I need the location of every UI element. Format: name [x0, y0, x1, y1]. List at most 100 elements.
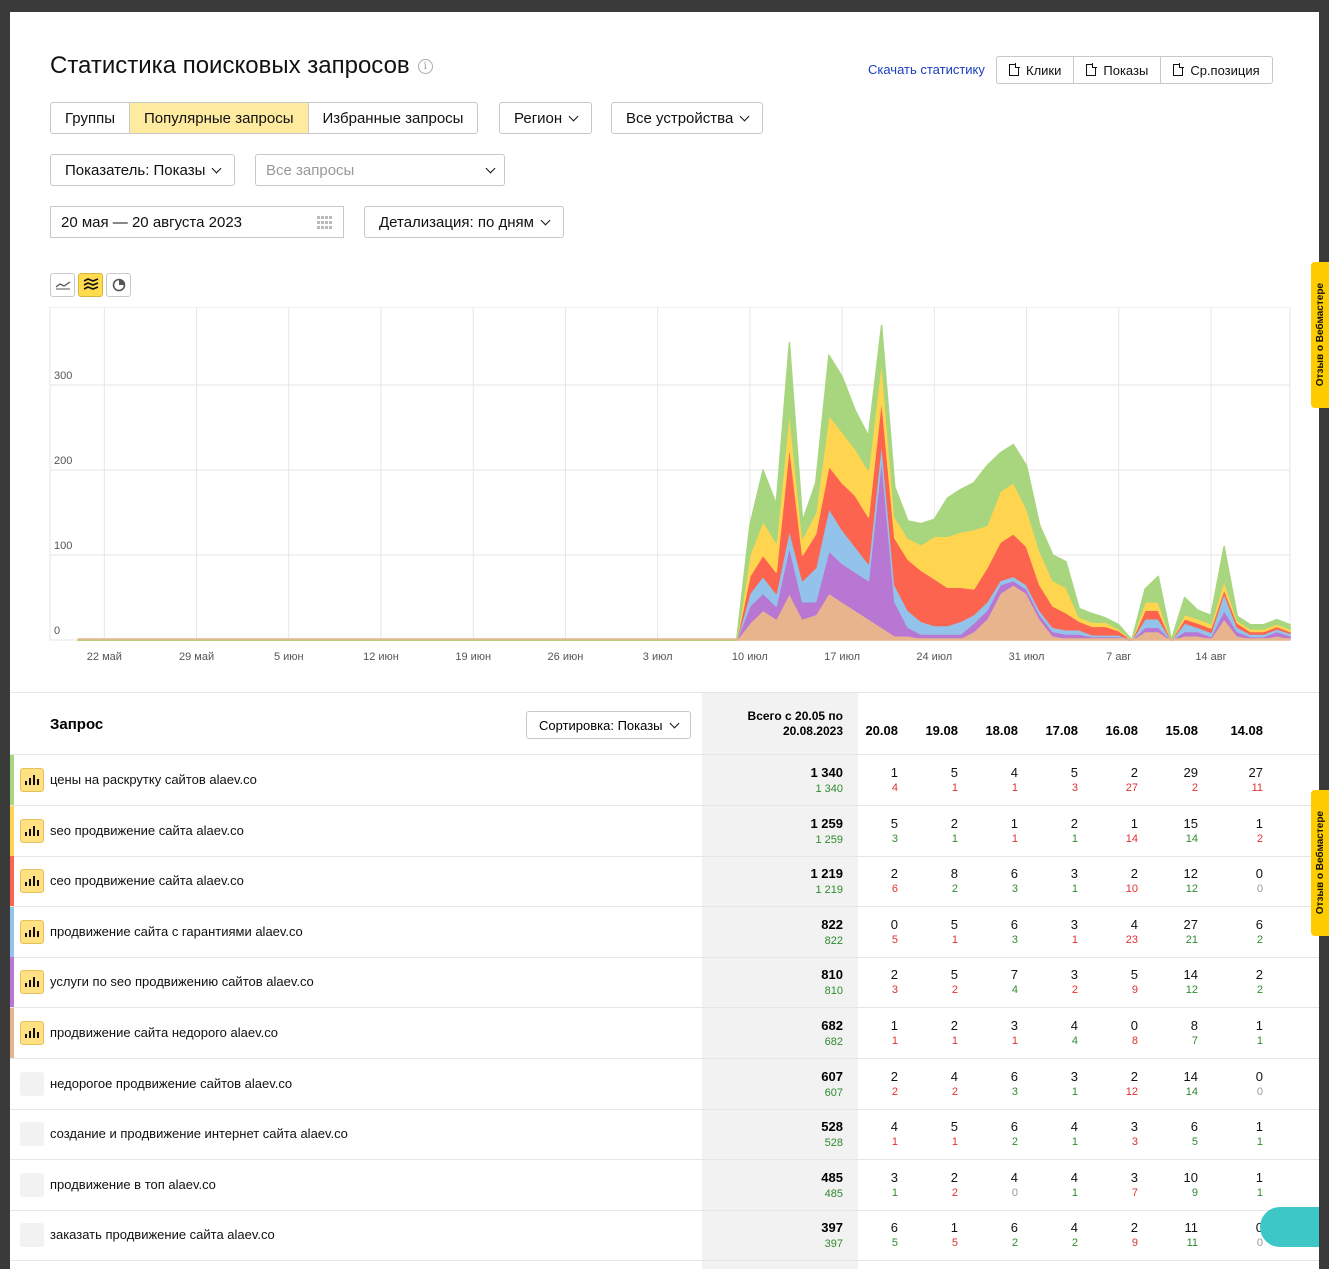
- pie-chart-view-button[interactable]: [106, 273, 131, 297]
- download-clicks-button[interactable]: Клики: [997, 57, 1075, 83]
- day-value: 1: [890, 1018, 898, 1033]
- day-value: 0: [890, 916, 898, 932]
- chart-toggle-icon[interactable]: [20, 1071, 44, 1096]
- chart-toggle-icon[interactable]: [20, 1172, 44, 1197]
- day-sub-value: 1: [1071, 1136, 1078, 1149]
- feedback-tab[interactable]: Отзыв о Вебмастере: [1311, 262, 1329, 408]
- total-sub-value: 822: [824, 934, 843, 947]
- chart-toggle-icon[interactable]: [20, 818, 44, 843]
- day-value: 7: [1010, 967, 1018, 983]
- series-color-marker: [10, 856, 14, 907]
- day-value: 4: [1010, 1169, 1018, 1185]
- day-value: 2: [1130, 1220, 1138, 1236]
- download-shows-button[interactable]: Показы: [1074, 57, 1162, 83]
- download-buttons: Клики Показы Ср.позиция: [996, 56, 1273, 84]
- total-value: 485: [821, 1169, 843, 1185]
- query-text[interactable]: недорогое продвижение сайтов alaev.co: [50, 1075, 293, 1091]
- column-header-total: Всего с 20.05 по 20.08.2023: [747, 709, 843, 738]
- day-value: 8: [1190, 1018, 1198, 1033]
- feedback-tab[interactable]: Отзыв о Вебмастере: [1311, 790, 1329, 936]
- devices-dropdown[interactable]: Все устройства: [611, 102, 764, 134]
- area-series-3[interactable]: [77, 397, 1291, 641]
- header-divider: [10, 754, 1319, 755]
- day-sub-value: 1: [891, 1186, 898, 1199]
- tab-favorite-queries[interactable]: Избранные запросы: [322, 109, 464, 127]
- query-text[interactable]: продвижение сайта недорого alaev.co: [50, 1025, 278, 1040]
- region-dropdown[interactable]: Регион: [499, 102, 593, 134]
- day-sub-value: 12: [1125, 1085, 1138, 1098]
- total-sub-value: 528: [824, 1137, 843, 1150]
- tab-groups[interactable]: Группы: [51, 103, 130, 133]
- column-header-date: 19.08: [925, 723, 958, 738]
- download-position-button[interactable]: Ср.позиция: [1161, 57, 1271, 83]
- chevron-down-icon: [485, 163, 496, 173]
- info-icon[interactable]: i: [417, 58, 433, 74]
- query-text[interactable]: сео продвижение сайта alaev.co: [50, 873, 244, 889]
- chart-toggle-icon[interactable]: [20, 1122, 44, 1147]
- queries-filter-dropdown[interactable]: Все запросы: [255, 154, 505, 186]
- indicator-dropdown[interactable]: Показатель: Показы: [50, 154, 236, 186]
- day-value: 29: [1183, 765, 1198, 780]
- query-text[interactable]: заказать продвижение сайта alaev.co: [50, 1227, 275, 1243]
- total-value: 528: [821, 1119, 843, 1135]
- day-sub-value: 3: [891, 984, 898, 997]
- day-sub-value: 14: [1125, 832, 1138, 845]
- day-sub-value: 3: [1011, 933, 1018, 946]
- date-range-input[interactable]: 20 мая — 20 августа 2023: [50, 206, 344, 238]
- download-stats-link[interactable]: Скачать статистику: [868, 62, 985, 77]
- day-sub-value: 1: [1011, 832, 1018, 845]
- chart-toggle-icon[interactable]: [20, 919, 44, 944]
- day-sub-value: 10: [1125, 883, 1138, 896]
- day-sub-value: 12: [1185, 883, 1198, 896]
- query-text[interactable]: создание и продвижение интернет сайта al…: [50, 1126, 348, 1142]
- area-series-1[interactable]: [77, 456, 1291, 641]
- chart-toggle-icon[interactable]: [20, 1223, 44, 1248]
- table-row[interactable]: недорогое продвижение сайтов alaev.co 607…: [10, 1059, 1319, 1110]
- query-text[interactable]: seo продвижение сайта alaev.co: [50, 822, 244, 838]
- query-text[interactable]: продвижение сайта с гарантиями alaev.co: [50, 923, 303, 939]
- x-tick-label: 17 июл: [824, 651, 860, 663]
- day-sub-value: 2: [951, 984, 958, 997]
- day-value: 3: [1130, 1169, 1138, 1185]
- day-value: 2: [1130, 866, 1138, 882]
- area-series-5[interactable]: [77, 324, 1291, 641]
- table-row[interactable]: продвижение сайта с гарантиями alaev.co 8…: [10, 906, 1319, 958]
- day-value: 8: [950, 866, 958, 882]
- chevron-down-icon: [568, 111, 579, 121]
- query-text[interactable]: услуги по seo продвижению сайтов alaev.c…: [50, 974, 314, 990]
- stacked-area-view-button[interactable]: [78, 273, 103, 297]
- query-text[interactable]: продвижение в топ alaev.co: [50, 1176, 216, 1192]
- detail-dropdown[interactable]: Детализация: по дням: [364, 206, 564, 238]
- table-row[interactable]: сео продвижение сайта alaev.co 1 219 1 219…: [10, 856, 1319, 908]
- tab-popular-queries[interactable]: Популярные запросы: [129, 103, 309, 133]
- chart-toggle-icon[interactable]: [20, 869, 44, 894]
- day-value: 6: [1010, 1220, 1018, 1236]
- calendar-icon[interactable]: [317, 216, 333, 230]
- table-row[interactable]: продвижение сайта недорого alaev.co 682 68…: [10, 1008, 1319, 1059]
- table-row[interactable]: продвижение в топ alaev.co 485 485 3 1 2 2 4 0 4 1…: [10, 1160, 1319, 1211]
- table-row[interactable]: заказать продвижение сайта alaev.co 397 39…: [10, 1210, 1319, 1262]
- day-sub-value: 1: [1256, 1035, 1263, 1047]
- total-value: 1 219: [810, 866, 843, 882]
- table-row[interactable]: создание и продвижение интернет сайта al…: [10, 1109, 1319, 1161]
- day-value: 1: [1255, 1119, 1263, 1135]
- line-chart-view-button[interactable]: [50, 273, 75, 297]
- chart-toggle-icon[interactable]: [20, 1021, 44, 1045]
- table-row[interactable]: цены на раскрутку сайтов alaev.co 1 340 1 …: [10, 755, 1319, 806]
- table-row[interactable]: seo продвижение сайта alaev.co 1 259 1 259…: [10, 805, 1319, 857]
- y-tick-label: 300: [54, 370, 72, 382]
- table-row[interactable]: услуги по seo продвижению сайтов alaev.c…: [10, 957, 1319, 1009]
- day-value: 6: [1010, 866, 1018, 882]
- page-title: Статистика поисковых запросов i: [50, 52, 433, 80]
- sort-dropdown[interactable]: Сортировка: Показы: [526, 711, 691, 739]
- area-series-4[interactable]: [77, 358, 1291, 641]
- chat-bubble-icon[interactable]: [1260, 1207, 1319, 1247]
- day-sub-value: 23: [1125, 933, 1138, 946]
- day-sub-value: 9: [1131, 1237, 1138, 1250]
- chart-toggle-icon[interactable]: [20, 768, 44, 792]
- query-text[interactable]: цены на раскрутку сайтов alaev.co: [50, 772, 257, 787]
- chart-toggle-icon[interactable]: [20, 970, 44, 995]
- day-sub-value: 9: [1131, 984, 1138, 997]
- day-value: 6: [1010, 1068, 1018, 1084]
- day-value: 1: [1255, 815, 1263, 831]
